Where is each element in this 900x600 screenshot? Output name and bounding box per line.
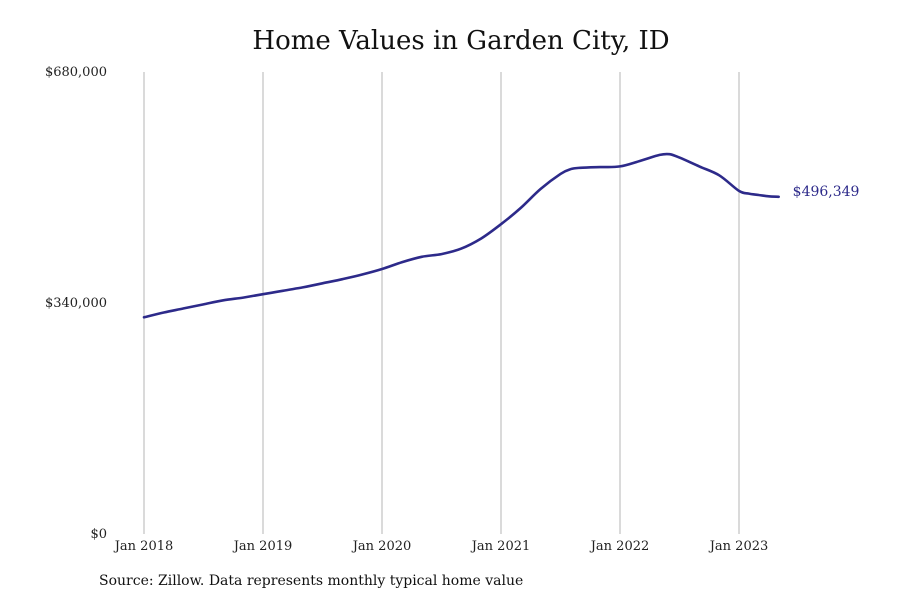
y-tick-label: $680,000	[45, 65, 107, 80]
end-value-label: $496,349	[793, 184, 860, 200]
x-tick-label: Jan 2018	[113, 539, 174, 554]
x-tick-label: Jan 2023	[708, 539, 769, 554]
series-line-layer	[142, 152, 780, 319]
y-axis-ticks: $0 $340,000 $680,000	[45, 65, 107, 542]
x-tick-label: Jan 2022	[589, 539, 650, 554]
gridlines	[143, 72, 740, 534]
source-note: Source: Zillow. Data represents monthly …	[99, 573, 524, 589]
end-label-layer: $496,349	[793, 184, 860, 200]
x-tick-label: Jan 2019	[232, 539, 293, 554]
y-tick-label: $0	[90, 527, 107, 542]
y-tick-label: $340,000	[45, 296, 107, 311]
chart-title: Home Values in Garden City, ID	[252, 26, 670, 56]
x-tick-label: Jan 2020	[351, 539, 412, 554]
x-tick-label: Jan 2021	[470, 539, 531, 554]
home-value-series-line	[142, 152, 780, 319]
x-axis-ticks: Jan 2018 Jan 2019 Jan 2020 Jan 2021 Jan 2022…	[113, 539, 769, 554]
